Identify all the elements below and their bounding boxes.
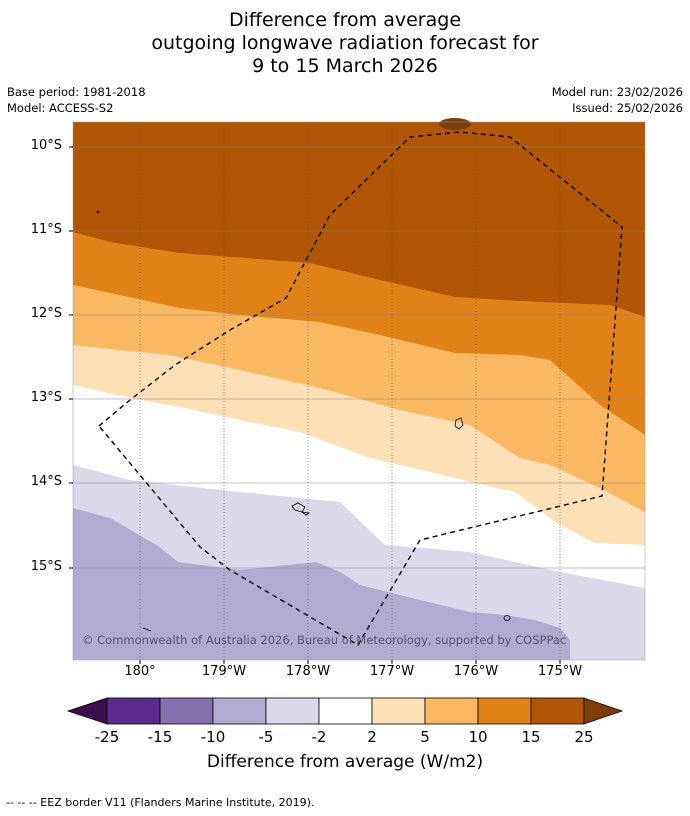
island-6 [96, 210, 100, 214]
axis-ticks [69, 146, 561, 664]
colorbar-arrow-left [66, 697, 108, 725]
island-5 [142, 627, 152, 632]
lon-label-180: 180° [124, 664, 156, 679]
title-line-3: 9 to 15 March 2026 [252, 55, 438, 77]
lat-label-11s: 11°S [30, 222, 62, 237]
colorbar-tick-label: 25 [574, 728, 594, 746]
colorbar-tick-label: 2 [367, 728, 377, 746]
title-line-1: Difference from average [228, 9, 462, 31]
lat-label-14s: 14°S [30, 474, 62, 489]
map-frame [72, 121, 646, 661]
colorbar-tick-label: 15 [521, 728, 541, 746]
lon-label-175w: 175°W [537, 664, 583, 679]
lat-label-13s: 13°S [30, 390, 62, 405]
colorbar-swatch-1 [106, 697, 161, 725]
island-3 [301, 511, 311, 516]
island-outlines [96, 210, 511, 632]
band-plus-25 [439, 118, 471, 130]
colorbar-tick-label: 10 [468, 728, 488, 746]
colorbar-swatch-3 [212, 697, 267, 725]
colorbar-tick-label: 5 [420, 728, 430, 746]
island-2 [291, 502, 306, 513]
lon-label-177w: 177°W [369, 664, 415, 679]
lat-label-15s: 15°S [30, 559, 62, 574]
band-minus-10 [73, 508, 570, 660]
lat-label-12s: 12°S [30, 306, 62, 321]
island-1 [454, 417, 464, 430]
title-line-2: outgoing longwave radiation forecast for [151, 32, 539, 54]
model-run: Model run: 23/02/2026 [551, 85, 683, 99]
colorbar-swatch-7 [424, 697, 479, 725]
colorbar-tick-label: -25 [94, 728, 120, 746]
colorbar-swatch-5 [318, 697, 373, 725]
issued-date: Issued: 25/02/2026 [572, 101, 683, 115]
eez-border [98, 131, 623, 646]
lon-label-179w: 179°W [201, 664, 247, 679]
colorbar-arrow-right [583, 697, 624, 725]
copyright-notice: © Commonwealth of Australia 2026, Bureau… [82, 633, 567, 647]
colorbar-tick-label: -10 [200, 728, 226, 746]
latitude-lines [73, 146, 645, 569]
lat-label-10s: 10°S [30, 138, 62, 153]
colorbar-title: Difference from average (W/m2) [206, 752, 484, 772]
colorbar-swatch-6 [371, 697, 426, 725]
colorbar-tick-label: -15 [147, 728, 173, 746]
eez-legend-note: -- -- -- EEZ border V11 (Flanders Marine… [6, 796, 315, 809]
lon-label-176w: 176°W [453, 664, 499, 679]
island-4 [503, 615, 511, 621]
colorbar [66, 697, 624, 725]
colorbar-swatch-2 [159, 697, 214, 725]
colorbar-tick-label: -2 [311, 728, 327, 746]
colorbar-swatch-9 [530, 697, 585, 725]
colorbar-swatch-4 [265, 697, 320, 725]
colorbar-swatch-8 [477, 697, 532, 725]
colorbar-tick-label: -5 [258, 728, 274, 746]
band-plus-15 [73, 122, 645, 317]
lon-label-178w: 178°W [285, 664, 331, 679]
base-period: Base period: 1981-2018 [7, 85, 146, 99]
model-name: Model: ACCESS-S2 [7, 101, 114, 115]
